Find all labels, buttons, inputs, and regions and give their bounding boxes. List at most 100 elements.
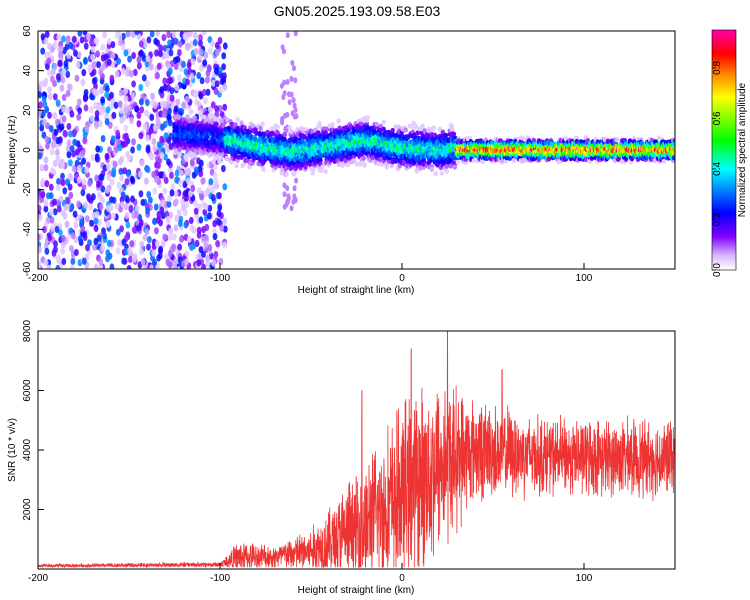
spectrogram-cell: [200, 177, 206, 185]
spectrogram-cell: [140, 258, 146, 266]
spectrogram-cell: [193, 166, 199, 174]
spectrogram-cell: [185, 78, 190, 86]
spectrogram-cell: [123, 106, 129, 114]
spectrogram-cell: [361, 155, 366, 161]
spectrogram-cell: [60, 179, 66, 187]
spectrogram-cell: [129, 175, 135, 183]
spectrogram-cell: [173, 37, 179, 45]
spectrogram-cell: [64, 178, 70, 186]
spectrogram-cell: [111, 135, 116, 143]
spectrogram-cell: [41, 131, 47, 139]
spectrogram-cell: [38, 152, 43, 160]
spectrogram-cell: [173, 224, 179, 232]
spectrogram-cell: [76, 200, 81, 208]
spectrogram-cell: [167, 233, 173, 242]
spectrogram-cell: [120, 43, 126, 51]
spectrogram-cell: [167, 113, 172, 122]
spectrogram-cell: [191, 226, 197, 234]
spectrogram-cell: [205, 260, 211, 268]
spectrogram-cell: [93, 263, 99, 269]
spectrogram-cell: [164, 253, 169, 261]
spectrogram-cell: [218, 257, 224, 265]
spectrogram-cell: [183, 68, 189, 76]
spectrogram-cell: [115, 228, 121, 236]
spectrogram-cell: [120, 201, 125, 209]
spectrogram-cell: [213, 178, 219, 186]
spectrogram-cell: [138, 132, 144, 140]
spectrogram-cell: [173, 190, 179, 198]
spectrogram-cell: [156, 62, 162, 70]
spectrogram-cell: [197, 203, 203, 211]
spectrogram-cell: [58, 59, 63, 68]
spectrogram-cell: [258, 125, 263, 132]
spectrogram-cell: [212, 220, 218, 228]
spectrogram-cell: [106, 239, 112, 247]
spectrogram-cell: [136, 62, 142, 70]
spectrogram-cell: [102, 232, 107, 240]
spectrogram-cell: [60, 76, 66, 84]
spectrogram-cell: [182, 208, 188, 216]
spectrogram-cell: [72, 138, 78, 146]
spectrogram-cell: [210, 40, 215, 48]
spectrogram-cell: [91, 61, 97, 69]
spectrogram-cell: [168, 143, 174, 151]
spectrogram-cell: [162, 77, 168, 85]
spectrogram-cell: [179, 198, 185, 206]
spectrogram-cell: [162, 233, 167, 241]
spectrogram-cell: [49, 167, 55, 175]
spectrogram-cell: [145, 165, 151, 173]
spectrogram-cell: [234, 163, 239, 169]
spectrogram-cell: [165, 215, 171, 224]
spectrogram-cell: [53, 240, 58, 248]
spectrogram-cell: [55, 148, 60, 156]
spectrogram-cell: [50, 75, 55, 83]
spectrogram-cell: [89, 39, 94, 47]
spectrogram-cell: [222, 217, 228, 225]
spectrogram-cell: [38, 214, 43, 222]
spectrogram-cell: [216, 218, 222, 226]
spectrogram-cell: [217, 204, 223, 212]
spectrogram-cell: [45, 62, 50, 71]
spectrogram-cell: [205, 69, 211, 77]
spectrogram-cell: [162, 100, 168, 109]
spectrogram-cell: [148, 63, 154, 71]
spectrogram-cell: [70, 257, 76, 265]
spectrogram-cell: [91, 193, 96, 201]
spectrogram-cell: [44, 31, 50, 38]
spectrogram-cell: [138, 190, 144, 198]
spectrogram-cell: [203, 190, 209, 198]
spectrogram-cell: [77, 144, 83, 152]
spectrogram-cell: [207, 244, 213, 252]
spectrogram-cell: [65, 89, 71, 98]
spectrogram-cell: [205, 88, 211, 96]
spectrogram-cell: [471, 158, 476, 164]
spectrogram-cell: [178, 180, 184, 188]
spectrogram-cell: [186, 235, 192, 244]
spectrogram-cell: [105, 85, 110, 93]
spectrogram-cell: [222, 241, 228, 249]
spectrogram-cell: [55, 265, 61, 269]
spectrogram-cell: [95, 145, 101, 153]
spectrogram-cell: [181, 101, 187, 109]
spectrogram-cell: [48, 125, 54, 133]
spectrogram-cell: [62, 212, 68, 220]
spectrogram-cell: [80, 149, 86, 158]
spectrogram-cell: [52, 112, 57, 120]
spectrogram-cell: [198, 92, 204, 100]
spectrogram-cell: [381, 119, 386, 125]
spectrogram-cell: [80, 225, 86, 233]
spectrogram-cell: [138, 219, 144, 227]
spectrogram-cell: [99, 86, 105, 94]
spectrogram-cell: [184, 250, 190, 258]
spectrogram-cell: [214, 80, 220, 88]
spectrogram-cell: [203, 203, 209, 211]
spectrogram-cell: [114, 31, 120, 39]
spectrogram-cell: [119, 106, 124, 115]
spectrogram-marks: [38, 31, 675, 269]
spectrogram-cell: [102, 31, 108, 39]
spectrogram-cell: [159, 86, 165, 94]
spectrogram-cell: [142, 234, 148, 242]
spectrogram-cell: [221, 165, 226, 173]
spectrogram-cell: [76, 98, 82, 106]
spectrogram-cell: [84, 166, 90, 174]
